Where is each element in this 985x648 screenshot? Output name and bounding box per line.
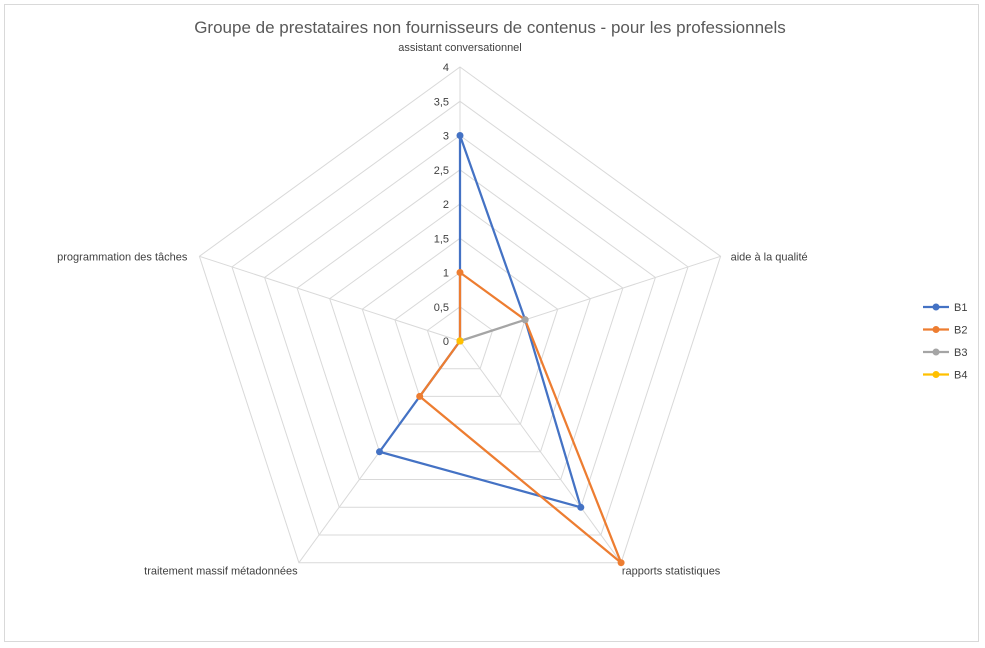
legend-swatch-marker	[932, 371, 940, 378]
legend: B1 B2 B3 B4	[923, 302, 967, 382]
legend-label: B2	[954, 325, 967, 337]
data-point	[617, 559, 625, 567]
data-point	[416, 392, 424, 400]
legend-entry: B4	[923, 370, 967, 382]
legend-label: B1	[954, 302, 967, 314]
tick-label: 2,5	[434, 165, 449, 177]
tick-label: 1	[443, 268, 449, 280]
tick-label: 0,5	[434, 302, 449, 314]
category-label: rapports statistiques	[622, 566, 721, 578]
category-label: aide à la qualité	[731, 251, 808, 263]
legend-entry: B3	[923, 347, 967, 359]
legend-label: B3	[954, 347, 967, 359]
data-point	[577, 503, 585, 511]
radial-tick-labels: 0 0,5 1 1,5 2 2,5 3 3,5 4	[434, 62, 449, 348]
legend-swatch-marker	[932, 348, 940, 356]
grid-ring	[426, 306, 494, 370]
data-point	[456, 132, 464, 139]
legend-entry: B2	[923, 325, 967, 337]
tick-label: 3,5	[434, 96, 449, 108]
category-label: assistant conversationnel	[398, 42, 522, 54]
series-B4	[456, 337, 464, 345]
legend-label: B4	[954, 370, 967, 382]
category-label: traitement massif métadonnées	[144, 566, 298, 578]
tick-label: 4	[443, 62, 449, 74]
chart-title: Groupe de prestataires non fournisseurs …	[194, 18, 786, 37]
category-labels: assistant conversationnel aide à la quali…	[57, 42, 807, 578]
data-point	[376, 448, 383, 456]
legend-swatch-marker	[932, 326, 940, 333]
grid-ring	[264, 134, 656, 508]
legend-entry: B1	[923, 302, 967, 314]
tick-label: 2	[443, 199, 449, 211]
tick-label: 1,5	[434, 233, 449, 245]
grid-ring	[296, 169, 624, 480]
series-line	[458, 318, 527, 343]
data-point	[521, 316, 529, 324]
legend-swatch-marker	[932, 303, 940, 311]
data-point	[456, 269, 464, 276]
grid-spoke	[199, 255, 461, 342]
tick-label: 0	[443, 336, 449, 348]
grid-spoke	[459, 340, 622, 563]
grid-ring	[361, 237, 559, 425]
category-label: programmation des tâches	[57, 251, 188, 263]
data-point	[456, 337, 464, 345]
series-line	[418, 271, 623, 564]
grid-ring	[231, 100, 689, 536]
series-lines	[376, 132, 625, 567]
grid-ring	[329, 203, 591, 453]
series-B3	[456, 316, 529, 345]
chart-area	[4, 4, 979, 642]
grid-ring	[198, 66, 722, 564]
tick-label: 3	[443, 131, 449, 143]
